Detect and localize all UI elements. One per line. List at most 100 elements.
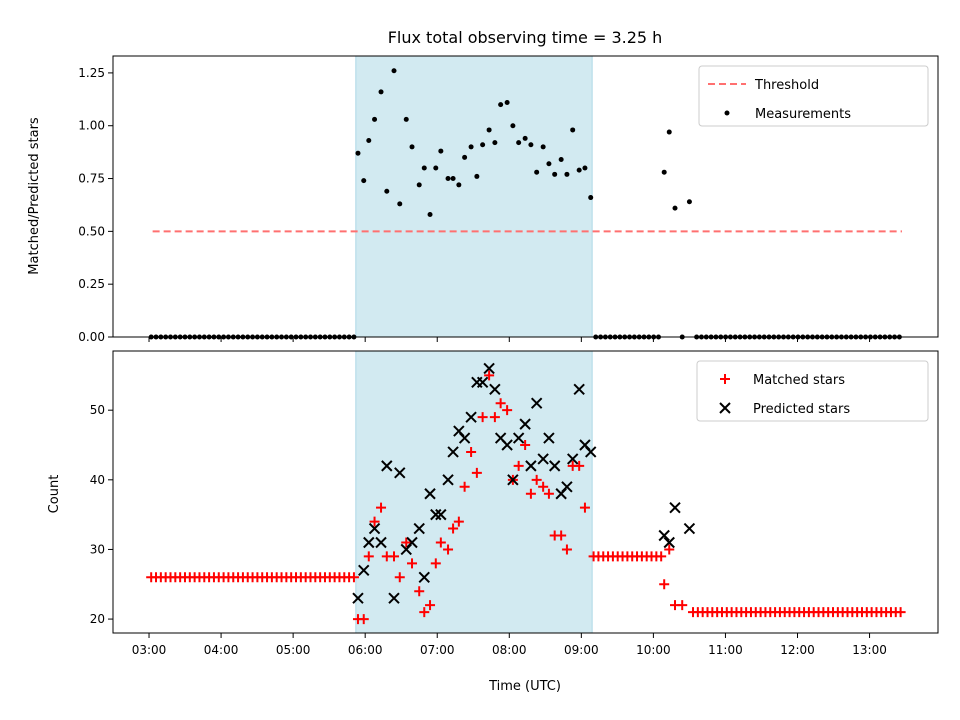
- xtick-label: 09:00: [564, 643, 599, 657]
- measurement-point: [540, 144, 546, 150]
- measurement-point: [666, 129, 672, 135]
- predicted-star-point: [442, 474, 454, 486]
- matched-star-point: [489, 412, 500, 423]
- matched-star-point: [407, 558, 418, 569]
- measurement-point: [416, 182, 422, 188]
- predicted-star-point: [537, 453, 549, 465]
- measurement-point: [570, 127, 576, 133]
- matched-star-point: [677, 600, 688, 611]
- xtick-label: 12:00: [780, 643, 815, 657]
- bottom-panel: 20 30 40 50 03:00 04:00 05:00 06:00 07:00 08:00 09…: [90, 350, 939, 657]
- matched-star-point: [376, 502, 387, 513]
- predicted-star-point: [352, 592, 364, 604]
- measurement-point: [588, 195, 594, 201]
- predicted-star-point: [447, 446, 459, 458]
- predicted-star-point: [458, 432, 471, 444]
- xtick-label: 11:00: [708, 643, 743, 657]
- measurement-point: [462, 154, 468, 160]
- matched-star-point: [538, 481, 549, 492]
- xtick-label: 13:00: [852, 643, 887, 657]
- matched-star-point: [525, 488, 536, 499]
- matched-star-point: [419, 607, 430, 618]
- matched-star-point: [531, 474, 542, 485]
- xtick-label: 05:00: [276, 643, 311, 657]
- measurement-point: [397, 201, 403, 207]
- measurement-point: [492, 140, 498, 146]
- chart-title: Flux total observing time = 3.25 h: [388, 28, 663, 47]
- legend-predicted-swatch: [719, 402, 731, 414]
- predicted-star-point: [430, 508, 442, 521]
- bottom-ytick-label: 30: [90, 542, 105, 556]
- top-ytick-label: 1.25: [78, 66, 105, 80]
- measurement-point: [582, 165, 588, 171]
- predicted-star-point: [669, 501, 681, 514]
- matched-star-point: [513, 460, 524, 471]
- measurement-point: [522, 135, 528, 141]
- xtick-label: 03:00: [132, 643, 167, 657]
- predicted-star-point: [394, 467, 406, 479]
- measurement-point: [438, 148, 444, 154]
- matched-star-point: [556, 530, 567, 541]
- matched-star-point: [430, 558, 441, 569]
- matched-star-point: [389, 551, 400, 562]
- measurement-point: [355, 150, 361, 156]
- measurement-point: [510, 123, 516, 129]
- predicted-star-point: [418, 571, 430, 584]
- predicted-star-point: [683, 522, 696, 535]
- bottom-shaded-span: [355, 350, 593, 634]
- predicted-star-point: [573, 383, 585, 396]
- predicted-star-point: [363, 536, 375, 549]
- predicted-star-point: [375, 536, 387, 549]
- measurement-point: [480, 142, 486, 148]
- measurement-point: [433, 165, 439, 171]
- measurement-point: [445, 176, 451, 182]
- measurement-point: [468, 144, 474, 150]
- predicted-star-point: [561, 481, 573, 493]
- measurement-point: [516, 140, 522, 146]
- measurement-point: [661, 169, 667, 175]
- bottom-ytick-label: 40: [90, 473, 105, 487]
- predicted-star-point: [507, 474, 519, 486]
- matched-star-point: [369, 516, 380, 527]
- bottom-legend-box: [696, 360, 929, 422]
- measurement-point: [504, 99, 510, 105]
- predicted-star-point: [519, 418, 531, 430]
- xtick-label: 08:00: [492, 643, 527, 657]
- bottom-ytick-label: 20: [90, 612, 105, 626]
- top-legend: Threshold Measurements: [698, 65, 929, 127]
- measurement-point: [361, 178, 367, 184]
- measurement-point: [558, 157, 564, 163]
- measurement-point: [450, 176, 456, 182]
- matched-star-point: [543, 488, 554, 499]
- matched-star-point: [453, 516, 464, 527]
- matched-star-point: [895, 607, 906, 618]
- matched-star-point: [502, 405, 513, 416]
- predicted-star-point: [413, 522, 425, 535]
- top-panel: 0.00 0.25 0.50 0.75 1.00 1.25 Threshold Measure…: [78, 55, 939, 344]
- predicted-star-point: [368, 522, 381, 535]
- predicted-star-point: [501, 439, 513, 451]
- matched-star-point: [664, 544, 675, 555]
- predicted-star-point: [489, 383, 501, 396]
- measurement-point: [421, 165, 427, 171]
- matched-star-point: [459, 481, 470, 492]
- top-panel-ylabel: Matched/Predicted stars: [27, 117, 42, 275]
- top-ytick-label: 0.25: [78, 277, 105, 291]
- measurement-point: [528, 142, 534, 148]
- matched-star-point: [414, 586, 425, 597]
- matched-star-point: [495, 398, 506, 409]
- predicted-star-point: [381, 460, 393, 472]
- matched-star-point: [348, 572, 359, 583]
- measurement-point: [403, 116, 409, 122]
- predicted-star-point: [530, 397, 543, 409]
- measurement-point: [427, 211, 433, 217]
- predicted-star-point: [663, 536, 675, 549]
- top-axes-frame: [112, 55, 939, 338]
- matched-star-point: [561, 544, 572, 555]
- measurement-point: [372, 116, 378, 122]
- top-ytick-label: 0.75: [78, 172, 105, 186]
- legend-matched-swatch: [720, 374, 730, 384]
- predicted-star-point: [483, 362, 495, 375]
- bottom-axes-frame: [112, 350, 939, 634]
